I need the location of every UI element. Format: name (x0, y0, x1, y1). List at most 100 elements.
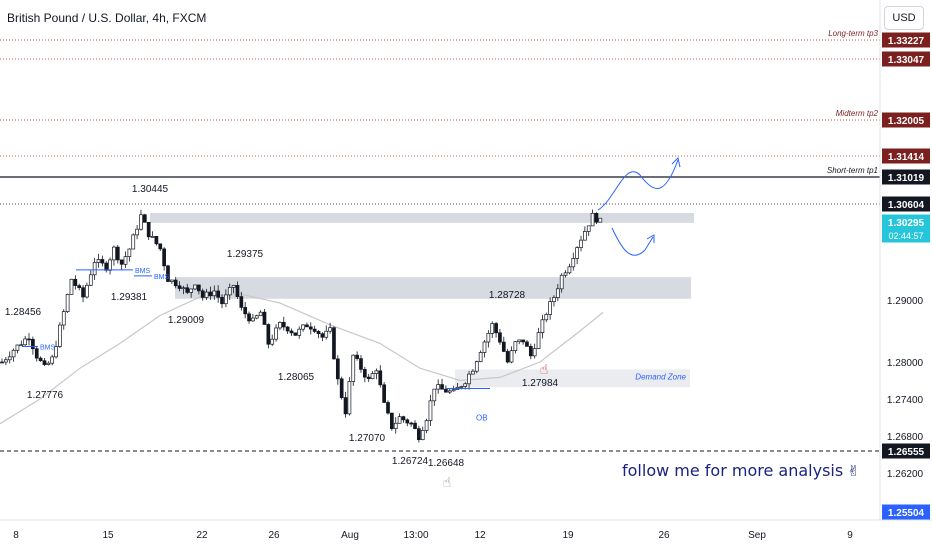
swing-price-label: 1.29381 (111, 292, 148, 303)
candle (386, 402, 390, 414)
candle (119, 259, 124, 265)
candle (420, 430, 425, 441)
x-tick-label: 15 (102, 530, 114, 541)
candle (362, 369, 367, 378)
follow-text-block: follow me for more analysis ✌ (622, 461, 860, 480)
y-tick-label: 1.29000 (887, 296, 924, 307)
currency-button[interactable]: USD (884, 6, 924, 30)
candle (293, 332, 298, 336)
price-label: 1.32005 (888, 116, 925, 127)
candle (532, 348, 537, 357)
candle (559, 274, 564, 290)
candle (567, 266, 572, 274)
candle (69, 278, 74, 295)
candle (58, 324, 62, 347)
candle (397, 416, 402, 424)
candle (544, 314, 549, 321)
price-label: 1.33047 (888, 55, 925, 66)
candle (324, 330, 329, 338)
x-tick-label: 13:00 (403, 530, 428, 541)
countdown-label: 02:44:57 (888, 231, 923, 241)
candle (289, 330, 294, 334)
candle (509, 350, 514, 363)
x-tick-label: 26 (658, 530, 670, 541)
candle (351, 354, 356, 382)
candle (88, 274, 93, 286)
candle (393, 422, 398, 429)
candle (366, 376, 371, 380)
candle (590, 212, 595, 227)
x-tick-label: Aug (341, 530, 359, 541)
ob-label: OB (476, 414, 488, 423)
candle (536, 332, 541, 349)
candle (335, 358, 340, 380)
candle (482, 341, 487, 353)
candle (494, 323, 498, 334)
candle (262, 311, 267, 325)
candle (359, 358, 363, 370)
swing-price-label: 1.29375 (227, 249, 264, 260)
candle (251, 317, 255, 322)
price-label: 1.31414 (888, 152, 925, 163)
candle (378, 370, 383, 386)
candle (401, 416, 406, 421)
candle (85, 284, 89, 298)
y-tick-label: 1.26200 (887, 469, 924, 480)
candle (231, 285, 236, 288)
candle (339, 378, 344, 398)
candle (177, 285, 182, 289)
candle (11, 349, 16, 358)
candle (142, 214, 147, 223)
candle (413, 422, 417, 429)
y-tick-label: 1.27400 (887, 395, 924, 406)
zone-label: Demand Zone (635, 372, 686, 381)
candle (501, 341, 506, 352)
candle (575, 247, 579, 259)
price-label: 1.30604 (888, 200, 925, 211)
candle (0, 361, 4, 364)
candle (390, 412, 394, 429)
projection-arrowhead (646, 234, 655, 243)
candle (305, 324, 309, 328)
candle (258, 311, 263, 317)
swing-price-label: 1.30445 (132, 184, 169, 195)
candle (81, 287, 85, 298)
candle (243, 307, 248, 315)
candle (227, 287, 232, 296)
pointing-hand-icon: ☝ (540, 361, 549, 377)
candle (73, 278, 78, 286)
candle (23, 338, 28, 346)
candle (486, 333, 491, 343)
candle (555, 288, 560, 298)
candle (254, 315, 259, 319)
candle (92, 262, 97, 276)
candle (583, 231, 587, 241)
price-label: 1.30295 (888, 218, 925, 229)
candle (405, 419, 410, 424)
x-tick-label: 26 (268, 530, 280, 541)
candle (77, 285, 82, 289)
candle (428, 400, 433, 421)
level-line-label: Short-term tp1 (827, 166, 878, 175)
projection-arrow (611, 227, 654, 256)
candle (471, 370, 475, 375)
price-label-box (882, 32, 930, 48)
candle (355, 354, 359, 359)
candle (374, 370, 379, 374)
candle (193, 284, 197, 290)
candle (65, 294, 70, 312)
candle (220, 296, 224, 305)
y-tick-label: 1.28000 (887, 358, 924, 369)
candle (115, 246, 120, 261)
candle (216, 290, 221, 298)
candle (459, 386, 464, 388)
candle (528, 346, 533, 357)
x-tick-label: Sep (748, 530, 766, 541)
candle (347, 381, 352, 415)
candle (38, 357, 43, 362)
x-tick-label: 22 (196, 530, 208, 541)
price-label-box (882, 214, 930, 243)
level-line-label: Midterm tp2 (836, 109, 879, 118)
